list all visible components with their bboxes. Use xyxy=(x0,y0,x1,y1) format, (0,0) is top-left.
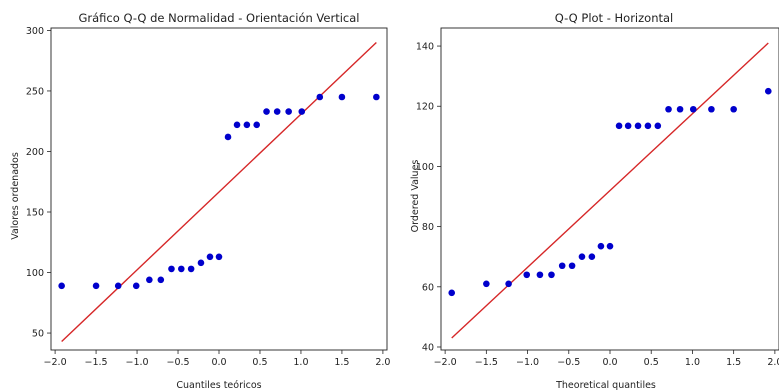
data-point xyxy=(168,265,175,273)
y-tick-label: 100 xyxy=(416,162,434,173)
data-point xyxy=(132,282,140,290)
data-point xyxy=(654,122,662,130)
y-axis-label: Valores ordenados xyxy=(10,152,21,240)
data-point xyxy=(606,242,614,250)
data-point xyxy=(665,105,672,113)
x-tick-label: 0.0 xyxy=(211,357,226,368)
x-tick-label: −1.5 xyxy=(85,357,108,368)
data-point xyxy=(215,253,223,261)
data-point xyxy=(536,271,544,279)
x-tick-label: 1.0 xyxy=(293,357,308,368)
x-tick-label: −2.0 xyxy=(434,357,457,368)
data-point xyxy=(644,122,652,130)
y-tick-label: 80 xyxy=(422,222,434,233)
x-tick-label: 2.0 xyxy=(375,357,390,368)
x-tick-label: 0.5 xyxy=(644,357,659,368)
data-point xyxy=(58,282,65,290)
x-tick-label: −0.5 xyxy=(166,357,189,368)
qq-plot-horizontal: Q-Q Plot - Horizontal Theoretical quanti… xyxy=(410,11,779,390)
x-axis-label: Theoretical quantiles xyxy=(555,380,656,390)
reference-line xyxy=(61,42,377,343)
data-point xyxy=(523,271,531,279)
data-point xyxy=(676,105,684,113)
data-point xyxy=(233,121,241,129)
x-tick-label: −1.5 xyxy=(475,357,498,368)
data-point xyxy=(224,133,232,141)
data-point xyxy=(243,121,251,129)
data-point xyxy=(146,276,153,284)
x-tick-label: 2.0 xyxy=(767,357,779,368)
data-point xyxy=(114,282,122,290)
data-point xyxy=(285,108,292,115)
data-point xyxy=(92,282,100,290)
data-point xyxy=(263,108,270,115)
qq-plot-vertical: Gráfico Q-Q de Normalidad - Orientación … xyxy=(10,11,390,390)
data-point xyxy=(448,289,456,297)
data-point xyxy=(708,105,715,113)
data-point xyxy=(298,108,306,115)
x-tick-label: 1.5 xyxy=(334,357,349,368)
plot-frame xyxy=(440,27,779,351)
x-tick-label: −1.0 xyxy=(126,357,149,368)
y-axis-label: Ordered Values xyxy=(410,160,421,233)
y-tick-label: 100 xyxy=(26,268,44,279)
data-point xyxy=(568,262,576,270)
y-tick-label: 250 xyxy=(26,86,44,97)
plot-frame xyxy=(50,27,388,351)
y-tick-label: 60 xyxy=(422,282,434,293)
data-point xyxy=(730,105,737,113)
y-tick-label: 40 xyxy=(422,342,434,353)
data-point xyxy=(615,122,623,130)
data-point xyxy=(338,93,346,101)
data-point xyxy=(178,265,185,273)
x-tick-label: −0.5 xyxy=(557,357,580,368)
data-point xyxy=(689,105,697,113)
data-point xyxy=(197,259,205,267)
y-tick-label: 150 xyxy=(26,208,44,219)
data-point xyxy=(206,253,214,261)
data-point xyxy=(187,265,195,273)
y-tick-label: 200 xyxy=(26,147,44,158)
x-tick-label: 0.0 xyxy=(602,357,617,368)
data-point xyxy=(764,87,772,95)
y-tick-label: 120 xyxy=(416,102,434,113)
x-tick-label: 1.5 xyxy=(726,357,741,368)
data-point xyxy=(597,242,605,250)
data-point xyxy=(273,108,281,115)
x-tick-label: −2.0 xyxy=(44,357,67,368)
y-tick-label: 140 xyxy=(416,42,434,53)
x-axis-label: Cuantiles teóricos xyxy=(176,380,261,390)
data-point xyxy=(558,262,566,270)
data-point xyxy=(588,253,596,261)
data-point xyxy=(253,121,260,129)
data-point xyxy=(316,93,324,101)
data-point xyxy=(483,280,490,288)
y-tick-label: 300 xyxy=(26,26,44,37)
chart-title: Gráfico Q-Q de Normalidad - Orientación … xyxy=(79,11,360,25)
chart-title: Q-Q Plot - Horizontal xyxy=(555,11,674,25)
data-point xyxy=(548,271,555,279)
x-tick-label: −1.0 xyxy=(516,357,539,368)
data-point xyxy=(505,280,512,288)
data-point xyxy=(157,276,165,284)
data-point xyxy=(634,122,642,130)
x-tick-label: 1.0 xyxy=(685,357,700,368)
y-tick-label: 50 xyxy=(32,329,44,340)
reference-line xyxy=(451,42,769,339)
x-tick-label: 0.5 xyxy=(252,357,267,368)
data-point xyxy=(624,122,632,130)
data-point xyxy=(373,93,380,101)
data-point xyxy=(578,253,586,261)
